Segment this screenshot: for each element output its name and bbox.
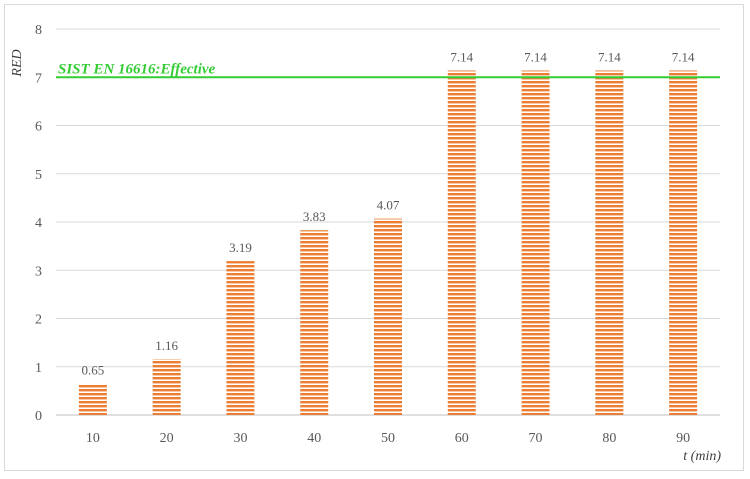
x-axis-ticks: 10 20 30 40 50 60 70 80 90 bbox=[86, 431, 690, 446]
data-labels: 0.65 1.16 3.19 3.83 4.07 7.14 7.14 7.14 7.14 bbox=[82, 49, 695, 377]
x-tick-label: 60 bbox=[455, 431, 469, 446]
data-label: 4.07 bbox=[377, 198, 400, 213]
reference-line-group: SIST EN 16616:Effective bbox=[56, 61, 720, 79]
y-tick-label: 0 bbox=[35, 409, 42, 424]
data-label: 7.14 bbox=[524, 49, 547, 64]
y-tick-label: 7 bbox=[35, 71, 42, 86]
reference-line-label: SIST EN 16616:Effective bbox=[58, 61, 216, 77]
y-tick-label: 3 bbox=[35, 264, 42, 279]
bars bbox=[78, 70, 698, 416]
y-axis-title: RED bbox=[10, 49, 25, 77]
bar bbox=[300, 230, 329, 415]
bar bbox=[226, 261, 255, 415]
y-tick-label: 6 bbox=[35, 120, 42, 135]
x-tick-label: 40 bbox=[307, 431, 321, 446]
x-tick-label: 80 bbox=[602, 431, 616, 446]
x-tick-label: 30 bbox=[233, 431, 247, 446]
bar bbox=[152, 359, 181, 415]
y-tick-label: 8 bbox=[35, 23, 42, 38]
y-tick-label: 2 bbox=[35, 313, 42, 328]
data-label: 1.16 bbox=[155, 338, 178, 353]
y-axis-ticks: 0 1 2 3 4 5 6 7 8 bbox=[35, 23, 42, 424]
chart-frame: 0.65 1.16 3.19 3.83 4.07 7.14 7.14 7.14 7.14 SIS… bbox=[4, 4, 744, 471]
y-tick-label: 5 bbox=[35, 168, 42, 183]
x-tick-label: 90 bbox=[676, 431, 690, 446]
bar bbox=[78, 383, 107, 415]
x-tick-label: 70 bbox=[529, 431, 543, 446]
y-tick-label: 4 bbox=[35, 216, 42, 231]
x-tick-label: 20 bbox=[160, 431, 174, 446]
data-label: 3.19 bbox=[229, 240, 252, 255]
data-label: 7.14 bbox=[450, 49, 473, 64]
data-label: 7.14 bbox=[598, 49, 621, 64]
x-tick-label: 50 bbox=[381, 431, 395, 446]
data-label: 7.14 bbox=[672, 49, 695, 64]
bar bbox=[374, 218, 402, 415]
y-tick-label: 1 bbox=[35, 361, 42, 376]
x-tick-label: 10 bbox=[86, 431, 100, 446]
bar bbox=[669, 70, 698, 416]
x-axis-title: t (min) bbox=[683, 449, 721, 464]
bar bbox=[521, 70, 550, 416]
data-label: 0.65 bbox=[82, 363, 105, 378]
bar bbox=[447, 70, 476, 416]
bar bbox=[595, 70, 624, 416]
bar-chart: 0.65 1.16 3.19 3.83 4.07 7.14 7.14 7.14 7.14 SIS… bbox=[10, 23, 721, 464]
data-label: 3.83 bbox=[303, 209, 326, 224]
